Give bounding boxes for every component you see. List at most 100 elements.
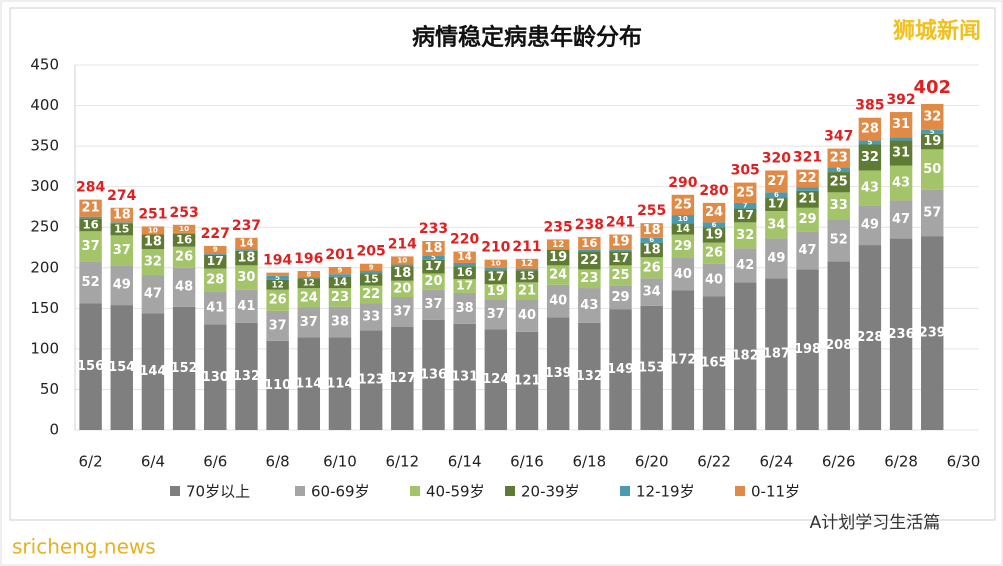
bar-segment bbox=[827, 167, 850, 173]
bar-segment bbox=[328, 288, 352, 307]
total-label: 235 bbox=[544, 219, 573, 235]
bar-segment bbox=[733, 202, 757, 209]
data-label: 37 bbox=[300, 315, 318, 330]
bar-segment bbox=[297, 307, 321, 338]
total-label: 347 bbox=[824, 129, 853, 145]
y-tick-label: 0 bbox=[49, 421, 59, 439]
bar-segment bbox=[765, 192, 788, 198]
data-label: 153 bbox=[638, 360, 665, 375]
x-tick-label: 6/20 bbox=[635, 453, 669, 471]
bar-segment bbox=[79, 303, 102, 430]
bar-segment bbox=[266, 310, 289, 341]
data-label: 239 bbox=[919, 326, 946, 341]
bar-segment bbox=[110, 222, 133, 224]
data-label: 114 bbox=[326, 376, 353, 391]
bar-segment bbox=[671, 223, 695, 235]
data-label: 24 bbox=[549, 268, 567, 283]
total-label: 201 bbox=[325, 247, 354, 263]
data-label: 7 bbox=[743, 202, 748, 210]
data-label: 18 bbox=[393, 266, 411, 281]
data-label: 154 bbox=[108, 360, 135, 375]
bar-segment bbox=[578, 288, 601, 323]
bar-segment bbox=[609, 234, 632, 250]
data-label: 17 bbox=[207, 253, 224, 268]
legend-swatch bbox=[295, 486, 305, 496]
bar-segment bbox=[858, 245, 882, 430]
bar-segment bbox=[546, 317, 570, 430]
bar-segment bbox=[235, 265, 258, 290]
data-label: 37 bbox=[269, 318, 287, 333]
data-label: 24 bbox=[300, 290, 318, 305]
data-label: 25 bbox=[674, 197, 692, 212]
bar-segment bbox=[515, 282, 539, 300]
bar-segment bbox=[671, 234, 695, 259]
data-label: 17 bbox=[612, 250, 629, 265]
bar-segment bbox=[640, 237, 663, 243]
data-label: 34 bbox=[767, 217, 785, 232]
data-label: 49 bbox=[767, 251, 785, 266]
data-label: 14 bbox=[333, 277, 347, 288]
bar-segment bbox=[79, 231, 102, 262]
bar-segment bbox=[640, 257, 663, 279]
data-label: 21 bbox=[518, 283, 536, 298]
data-label: 17 bbox=[487, 269, 504, 284]
bar-segment bbox=[110, 223, 133, 236]
bar-segment bbox=[889, 238, 913, 430]
data-label: 22 bbox=[799, 171, 817, 186]
legend-label: 70岁以上 bbox=[186, 483, 250, 501]
legend-swatch bbox=[410, 486, 420, 496]
bar-segment bbox=[235, 249, 258, 251]
total-label: 241 bbox=[606, 215, 635, 231]
bar-segment bbox=[702, 263, 726, 297]
data-label: 38 bbox=[456, 301, 474, 316]
bar-segment bbox=[391, 264, 414, 267]
data-label: 12 bbox=[303, 279, 315, 289]
bar-segment bbox=[671, 258, 695, 291]
data-label: 208 bbox=[825, 338, 852, 353]
data-label: 32 bbox=[736, 228, 754, 243]
data-label: 19 bbox=[549, 250, 567, 265]
data-label: 18 bbox=[113, 208, 131, 223]
data-label: 6 bbox=[712, 221, 717, 229]
data-label: 43 bbox=[580, 298, 598, 313]
data-label: 32 bbox=[144, 255, 162, 270]
bar-segment bbox=[453, 323, 476, 430]
bar-segment bbox=[733, 182, 757, 203]
bar-segment bbox=[422, 259, 445, 274]
bar-segment bbox=[546, 265, 570, 285]
data-label: 123 bbox=[358, 373, 385, 388]
data-label: 12 bbox=[272, 280, 284, 290]
data-label: 33 bbox=[362, 309, 380, 324]
bar-segment bbox=[546, 249, 570, 266]
bar-segment bbox=[328, 274, 352, 277]
bar-segment bbox=[765, 211, 788, 239]
bar-segment bbox=[921, 129, 944, 134]
data-label: 20 bbox=[393, 281, 411, 296]
data-label: 10 bbox=[678, 214, 688, 223]
bar-segment bbox=[141, 234, 165, 250]
bar-segment bbox=[858, 205, 882, 246]
data-label: 57 bbox=[923, 206, 941, 221]
data-label: 17 bbox=[768, 196, 785, 211]
data-label: 19 bbox=[705, 227, 723, 242]
x-tick-label: 6/22 bbox=[697, 453, 731, 471]
bar-segment bbox=[796, 231, 819, 270]
bar-segment bbox=[235, 289, 258, 323]
x-tick-label: 6/18 bbox=[573, 453, 607, 471]
bar-segment bbox=[702, 242, 726, 264]
bar-segment bbox=[297, 337, 321, 430]
bar-segment bbox=[515, 299, 539, 332]
bar-segment bbox=[266, 279, 289, 290]
data-label: 12 bbox=[521, 259, 533, 269]
watermark: A计划学习生活篇 bbox=[810, 513, 941, 533]
data-label: 27 bbox=[767, 174, 785, 189]
total-label: 196 bbox=[294, 251, 323, 267]
bar-segment bbox=[328, 276, 352, 289]
data-label: 37 bbox=[424, 297, 442, 312]
data-label: 198 bbox=[794, 342, 821, 357]
bar-segment bbox=[359, 303, 383, 331]
bar-segment bbox=[796, 187, 819, 191]
bar-segment bbox=[328, 337, 352, 430]
bar-segment bbox=[453, 251, 476, 263]
bar-segment bbox=[79, 216, 102, 219]
